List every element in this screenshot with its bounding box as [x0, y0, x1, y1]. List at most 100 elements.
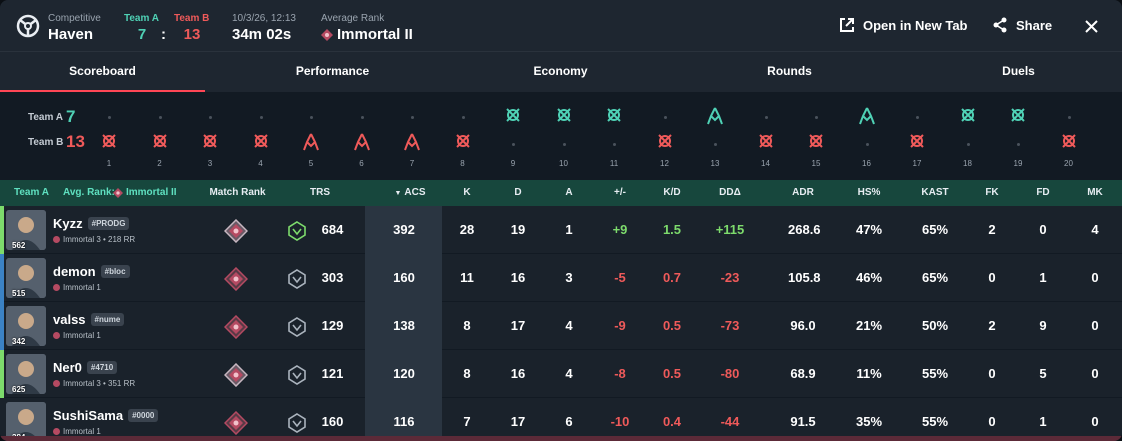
- elimination-icon[interactable]: [250, 133, 272, 154]
- elimination-icon[interactable]: [805, 133, 827, 154]
- avg-rank-value: Immortal II: [337, 26, 413, 43]
- elimination-icon[interactable]: [654, 133, 676, 154]
- round-number: 16: [862, 159, 871, 168]
- empty-round-dot: [663, 116, 667, 119]
- elimination-icon[interactable]: [1058, 133, 1080, 154]
- rank-icon: [53, 380, 60, 387]
- player-name-block[interactable]: Kyzz #PRODG: [53, 216, 130, 231]
- player-name-block[interactable]: Ner0 #4710: [53, 360, 118, 375]
- scoreboard-header: Team A Avg. Rank: Immortal II Match Rank…: [0, 180, 1122, 206]
- player-tag: #bloc: [100, 265, 130, 278]
- timeline-team-a-label: Team A: [28, 112, 64, 123]
- elimination-icon[interactable]: [553, 107, 575, 128]
- match-rank-icon: [224, 315, 248, 339]
- col-match-rank[interactable]: Match Rank: [209, 187, 266, 198]
- round-number: 14: [761, 159, 770, 168]
- elimination-icon[interactable]: [957, 107, 979, 128]
- kd-value: 1.5: [662, 222, 682, 237]
- player-name-block[interactable]: valss #nume: [53, 312, 125, 327]
- acs-value: 160: [393, 270, 415, 285]
- col-d[interactable]: D: [514, 187, 522, 198]
- player-row[interactable]: 342 valss #nume Immortal 1 129 138 8 17 4 -9 0.5 -7…: [0, 302, 1122, 350]
- mk-value: 4: [1091, 222, 1099, 237]
- close-icon[interactable]: [1085, 20, 1098, 33]
- col-adr[interactable]: ADR: [792, 187, 814, 198]
- tab-duels[interactable]: Duels: [1002, 64, 1035, 78]
- col-kast[interactable]: KAST: [921, 187, 949, 198]
- player-status-bar: [0, 302, 4, 350]
- fk-value: 0: [988, 270, 996, 285]
- rank-icon: [53, 332, 60, 339]
- trs-value: 121: [321, 366, 344, 381]
- match-date: 10/3/26, 12:13: [232, 13, 296, 24]
- tab-rounds[interactable]: Rounds: [767, 64, 812, 78]
- defuse-icon[interactable]: [351, 133, 373, 156]
- col-plus-minus[interactable]: +/-: [614, 187, 626, 198]
- elimination-icon[interactable]: [603, 107, 625, 128]
- player-row[interactable]: 515 demon #bloc Immortal 1 303 160 11 16 3 -5 0.7 -…: [0, 254, 1122, 302]
- trs-badge-icon: [288, 365, 306, 385]
- col-fd[interactable]: FD: [1036, 187, 1050, 198]
- player-tag: #PRODG: [87, 217, 130, 230]
- elimination-icon[interactable]: [755, 133, 777, 154]
- col-acs[interactable]: ▼ ACS: [380, 180, 440, 206]
- empty-round-dot: [764, 116, 768, 119]
- round-number: 3: [207, 159, 213, 168]
- trs-value: 160: [321, 414, 344, 429]
- defuse-icon[interactable]: [300, 133, 322, 156]
- elimination-icon[interactable]: [452, 133, 474, 154]
- empty-round-dot: [1017, 143, 1020, 146]
- col-mk[interactable]: MK: [1087, 187, 1103, 198]
- col-k[interactable]: K: [463, 187, 471, 198]
- a-value: 4: [565, 318, 573, 333]
- rank-icon: [53, 428, 60, 435]
- elimination-icon[interactable]: [906, 133, 928, 154]
- player-level: 625: [12, 385, 26, 394]
- trs-badge-icon: [288, 413, 306, 433]
- open-new-tab-button[interactable]: Open in New Tab: [839, 17, 968, 33]
- elimination-icon[interactable]: [502, 107, 524, 128]
- tab-scoreboard[interactable]: Scoreboard: [0, 52, 205, 92]
- empty-round-dot: [562, 143, 566, 146]
- defuse-icon[interactable]: [401, 133, 423, 156]
- elimination-icon[interactable]: [149, 133, 171, 154]
- col-kd[interactable]: K/D: [663, 187, 681, 198]
- elimination-icon[interactable]: [1007, 107, 1029, 128]
- round-number: 10: [559, 159, 568, 168]
- kast-value: 65%: [921, 270, 949, 285]
- kast-value: 65%: [921, 222, 949, 237]
- empty-round-dot: [714, 143, 717, 146]
- empty-round-dot: [512, 143, 515, 146]
- mk-value: 0: [1091, 270, 1099, 285]
- empty-round-dot: [360, 116, 364, 119]
- defuse-icon[interactable]: [856, 107, 878, 130]
- player-name-block[interactable]: SushiSama #0000: [53, 408, 159, 423]
- player-rank: Immortal 3 • 218 RR: [53, 235, 135, 244]
- team-b-score: 13: [183, 26, 201, 43]
- col-trs[interactable]: TRS: [310, 187, 330, 198]
- player-name-block[interactable]: demon #bloc: [53, 264, 130, 279]
- defuse-icon[interactable]: [704, 107, 726, 130]
- share-button[interactable]: Share: [992, 17, 1052, 33]
- elimination-icon[interactable]: [199, 133, 221, 154]
- kd-value: 0.7: [662, 270, 682, 285]
- pm-value: +9: [612, 222, 628, 237]
- empty-round-dot: [916, 116, 919, 119]
- round-number: 8: [460, 159, 465, 168]
- col-avg-rank-value: Immortal II: [126, 187, 177, 198]
- player-row[interactable]: 625 Ner0 #4710 Immortal 3 • 351 RR 121 120 8 16…: [0, 350, 1122, 398]
- col-hs[interactable]: HS%: [857, 187, 881, 198]
- player-row[interactable]: 562 Kyzz #PRODG Immortal 3 • 218 RR 684 392 28…: [0, 206, 1122, 254]
- map-name: Haven: [48, 26, 94, 43]
- player-name: SushiSama: [53, 408, 124, 423]
- col-dd-delta[interactable]: DDΔ: [719, 187, 741, 198]
- player-rank: Immortal 3 • 351 RR: [53, 379, 135, 388]
- tab-performance[interactable]: Performance: [295, 64, 370, 78]
- mk-value: 0: [1091, 366, 1099, 381]
- col-fk[interactable]: FK: [985, 187, 999, 198]
- col-a[interactable]: A: [565, 187, 573, 198]
- empty-round-dot: [310, 116, 313, 119]
- tab-economy[interactable]: Economy: [533, 64, 588, 78]
- elimination-icon[interactable]: [98, 133, 120, 154]
